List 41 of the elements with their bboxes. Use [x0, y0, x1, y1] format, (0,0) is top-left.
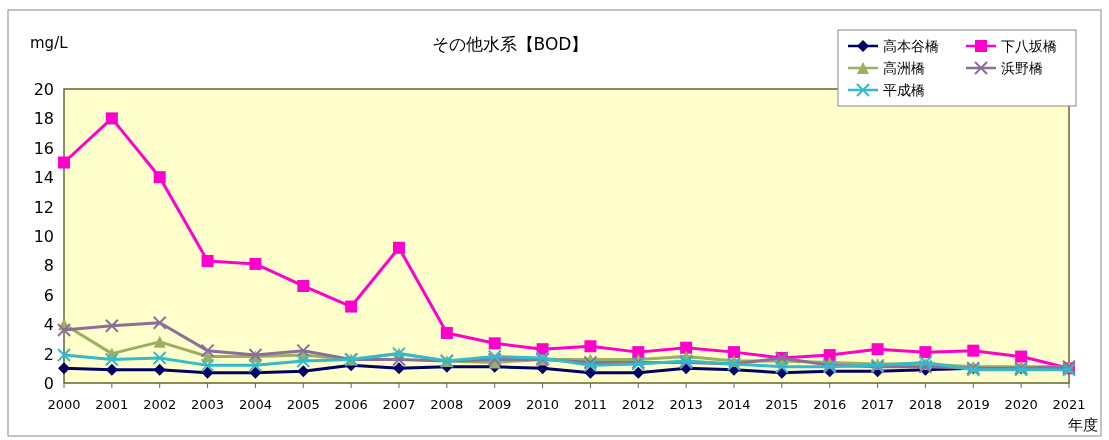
legend-label: 下八坂橋: [1001, 38, 1057, 54]
y-tick-label: 14: [33, 168, 54, 188]
x-tick-label: 2021: [1052, 397, 1086, 412]
y-tick-label: 2: [43, 344, 54, 364]
x-tick-label: 2002: [143, 397, 177, 412]
y-tick-label: 18: [33, 109, 54, 129]
y-tick-label: 16: [33, 138, 54, 158]
x-tick-label: 2015: [765, 397, 799, 412]
x-tick-label: 2009: [478, 397, 512, 412]
x-tick-label: 2017: [861, 397, 895, 412]
y-tick-label: 20: [33, 80, 54, 99]
x-axis-title: 年度: [1068, 416, 1098, 434]
legend-label: 浜野橋: [1001, 60, 1043, 76]
y-tick-label: 6: [43, 285, 54, 305]
x-tick-label: 2001: [95, 397, 129, 412]
x-tick-label: 2005: [286, 397, 320, 412]
x-tick-label: 2014: [717, 397, 751, 412]
chart-title: その他水系【BOD】: [431, 34, 589, 54]
x-tick-label: 2011: [573, 397, 607, 412]
y-axis-title: mg/L: [30, 34, 69, 52]
x-tick-label: 2019: [956, 397, 990, 412]
x-tick-label: 2003: [191, 397, 225, 412]
x-tick-label: 2007: [382, 397, 416, 412]
y-tick-label: 4: [43, 315, 54, 335]
y-tick-label: 0: [43, 374, 54, 393]
y-tick-label: 8: [43, 256, 54, 276]
x-tick-label: 2010: [526, 397, 560, 412]
legend-label: 高洲橋: [883, 60, 925, 76]
x-tick-label: 2000: [47, 397, 81, 412]
x-tick-label: 2004: [238, 397, 272, 412]
x-tick-label: 2016: [813, 397, 847, 412]
y-tick-label: 12: [33, 197, 54, 217]
x-tick-label: 2006: [334, 397, 368, 412]
legend-label: 高本谷橋: [883, 38, 939, 54]
x-tick-label: 2008: [430, 397, 464, 412]
legend-label: 平成橋: [883, 82, 925, 98]
y-tick-label: 10: [33, 227, 54, 246]
x-tick-label: 2012: [621, 397, 655, 412]
x-tick-label: 2020: [1004, 397, 1038, 412]
x-tick-label: 2018: [908, 397, 942, 412]
x-tick-label: 2013: [669, 397, 703, 412]
